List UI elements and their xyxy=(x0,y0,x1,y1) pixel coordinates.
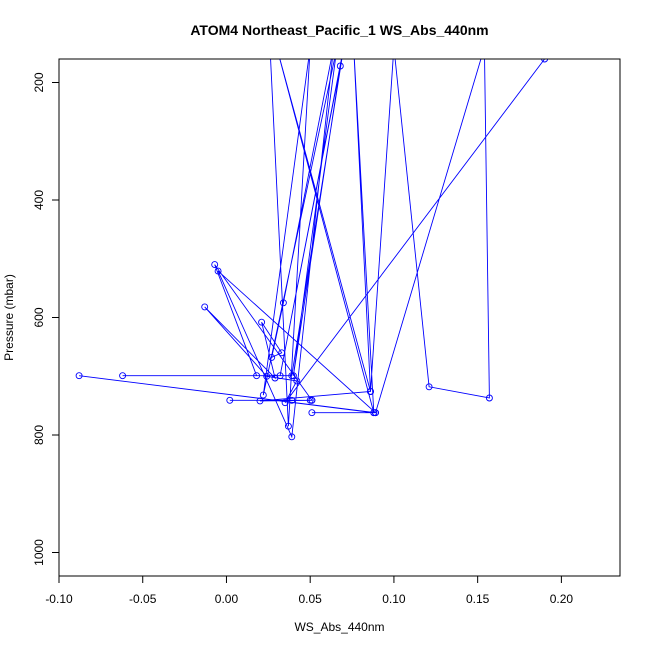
x-tick-label: -0.10 xyxy=(45,592,73,606)
data-point xyxy=(278,349,286,357)
x-tick-label: 0.20 xyxy=(550,592,574,606)
y-axis-label: Pressure (mbar) xyxy=(2,274,16,361)
x-axis: -0.10 -0.05 0.00 0.05 0.10 0.15 0.20 xyxy=(45,575,574,606)
data-point xyxy=(367,388,374,395)
data-point xyxy=(214,267,222,275)
data-point xyxy=(253,372,261,380)
data-point xyxy=(263,372,271,380)
data-point xyxy=(308,409,316,417)
data-point xyxy=(336,62,344,70)
data-point xyxy=(281,399,289,407)
x-tick-label: 0.15 xyxy=(466,592,490,606)
data-point xyxy=(541,59,549,63)
data-point xyxy=(293,377,301,385)
data-point xyxy=(279,299,287,307)
data-point xyxy=(288,372,296,380)
data-point xyxy=(256,397,264,405)
y-tick-label: 600 xyxy=(32,307,46,327)
y-tick-label: 800 xyxy=(32,425,46,445)
data-point xyxy=(284,422,292,430)
data-point xyxy=(211,261,219,269)
x-axis-label: WS_Abs_440nm xyxy=(294,620,384,634)
data-point xyxy=(308,396,316,404)
data-point xyxy=(425,383,433,391)
y-tick-label: 200 xyxy=(32,72,46,92)
data-point xyxy=(268,353,276,361)
data-point xyxy=(226,396,234,404)
series-line xyxy=(79,59,545,439)
chart-title: ATOM4 Northeast_Pacific_1 WS_Abs_440nm xyxy=(190,22,488,38)
data-point xyxy=(119,372,127,380)
x-tick-label: 0.10 xyxy=(382,592,406,606)
x-tick-label: 0.00 xyxy=(215,592,239,606)
data-point xyxy=(271,374,279,382)
data-point xyxy=(372,409,379,417)
data-point xyxy=(201,303,209,311)
x-tick-label: -0.05 xyxy=(129,592,157,606)
data-point xyxy=(485,394,493,402)
y-tick-label: 1000 xyxy=(32,539,46,566)
x-tick-label: 0.05 xyxy=(299,592,323,606)
data-point xyxy=(288,396,296,404)
y-tick-label: 400 xyxy=(32,190,46,210)
data-point xyxy=(259,391,267,399)
y-axis: 200 400 600 800 1000 xyxy=(32,72,60,566)
data-point xyxy=(258,318,266,326)
data-point xyxy=(75,372,83,380)
series-layer xyxy=(75,59,549,441)
data-point xyxy=(288,433,296,441)
